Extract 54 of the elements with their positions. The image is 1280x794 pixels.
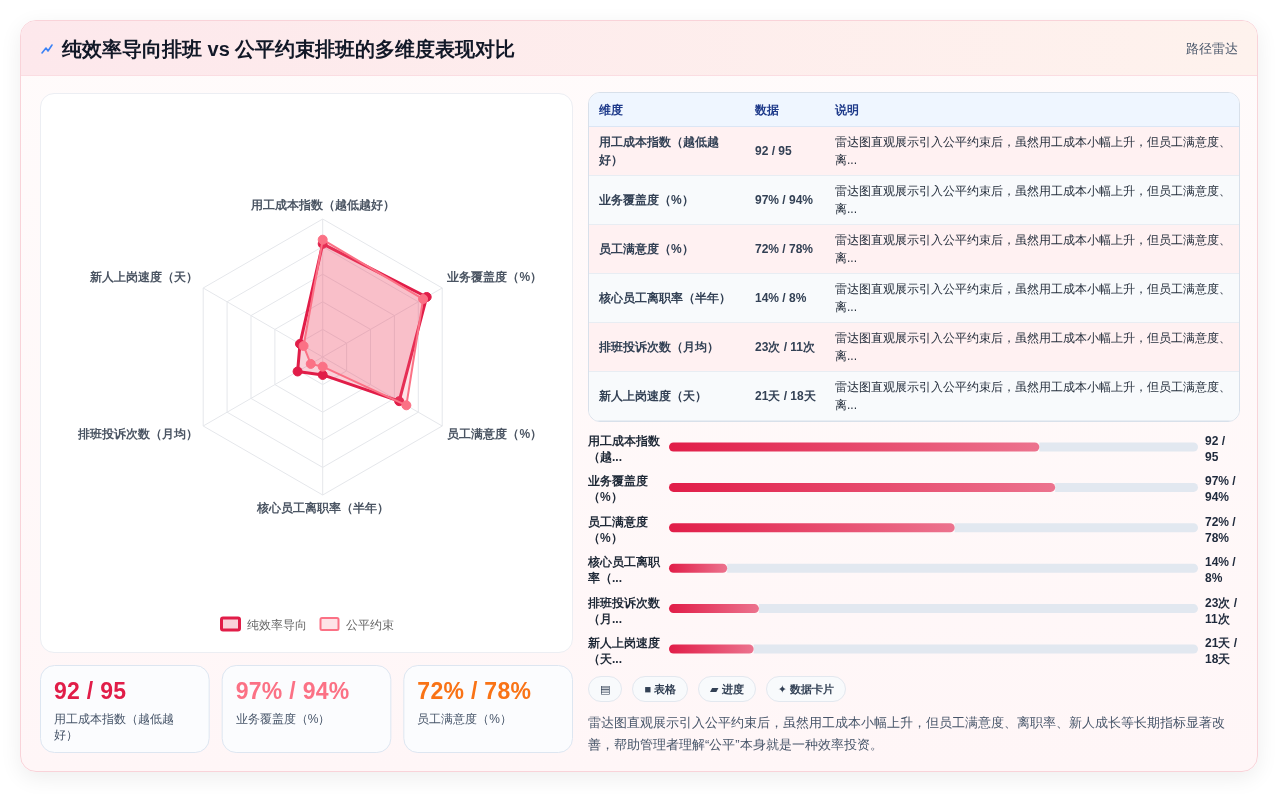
chart-title: 纯效率导向排班 vs 公平约束排班的多维度表现对比 [62,37,516,62]
legend-label: 纯效率导向 [246,617,307,632]
category-label: 业务覆盖度（%） [599,193,694,207]
text: 72% / 78% [417,678,532,704]
text: 雷达图直观展示引入公平约束后，虽然用工成本小幅上升，但员工满意度、离... [835,331,1231,363]
text: 21天 / 18天 [755,389,816,403]
y2-tick-label: 14% / 8% [1205,554,1237,587]
spoke-label: 用工成本指数（越低越好） [249,198,395,212]
text: 雷达图直观展示引入公平约束后，虽然用工成本小幅上升，但员工满意度、离... [835,135,1231,167]
category-label: 业务覆盖度（%） [235,711,332,727]
text: 路径雷达 [1186,40,1238,58]
spoke-label: 排班投诉次数（月均） [76,427,198,441]
text: 雷达图直观展示引入公平约束后，虽然用工成本小幅上升，但员工满意度、离... [835,380,1231,412]
y2-tick-label: 72% / 78% [1205,513,1237,546]
y-tick-label: 新人上岗速度（天... [588,635,661,667]
y2-tick-label: 23次 / 11次 [1205,594,1238,627]
y2-tick-label: 92 / 95 [1205,433,1226,465]
text: 97% / 94% [235,678,350,704]
text: 92 / 95 [755,144,792,158]
y-tick-label: 员工满意度（%） [588,513,649,546]
category-label: 员工满意度（%） [417,711,513,727]
text: 72% / 78% [755,242,814,256]
y2-tick-label: 97% / 94% [1205,473,1237,506]
category-label: 用工成本指数（越低越好） [54,711,175,743]
category-label: 数据 [754,101,780,119]
spoke-label: 业务覆盖度（%） [446,270,543,284]
spoke-label: 新人上岗速度（天） [88,270,198,284]
text: 雷达图直观展示引入公平约束后，虽然用工成本小幅上升，但员工满意度、离... [835,282,1231,314]
y2-tick-label: 21天 / 18天 [1205,635,1238,667]
text: 雷达图直观展示引入公平约束后，虽然用工成本小幅上升，但员工满意度、离... [835,233,1231,265]
category-label: ■ 表格 [632,676,689,702]
category-label: 维度 [598,101,624,119]
text: 92 / 95 [54,678,127,704]
legend-label: 公平约束 [345,617,394,632]
category-label: 说明 [834,101,860,119]
text: 雷达图直观展示引入公平约束后，虽然用工成本小幅上升，但员工满意度、离... [835,184,1231,216]
y-tick-label: 排班投诉次数（月... [588,594,661,627]
y-tick-label: 用工成本指数（越... [588,433,661,465]
text: 14% / 8% [755,291,807,305]
category-label: 核心员工离职率（半年） [599,291,731,305]
text: 雷达图直观展示引入公平约束后，虽然用工成本小幅上升，但员工满意度、离职率、新人成长等长期指标显著改善，帮助管理者理解“公平”本身就是一种效率投资。 [588,714,1226,754]
category-label: 排班投诉次数（月均） [599,340,719,354]
y-tick-label: 核心员工离职率（... [588,554,661,587]
spoke-label: 核心员工离职率（半年） [255,501,389,515]
category-label: 新人上岗速度（天） [599,389,707,403]
category-label: ▤ [588,676,623,702]
category-label: ▰ 进度 [698,676,756,702]
text: 97% / 94% [755,193,814,207]
spoke-label: 员工满意度（%） [447,427,543,441]
category-label: 用工成本指数（越低越好） [599,135,719,167]
y-tick-label: 业务覆盖度（%） [588,473,649,506]
category-label: 员工满意度（%） [599,242,694,256]
text: 23次 / 11次 [755,340,816,354]
category-label: ✦ 数据卡片 [765,676,846,702]
